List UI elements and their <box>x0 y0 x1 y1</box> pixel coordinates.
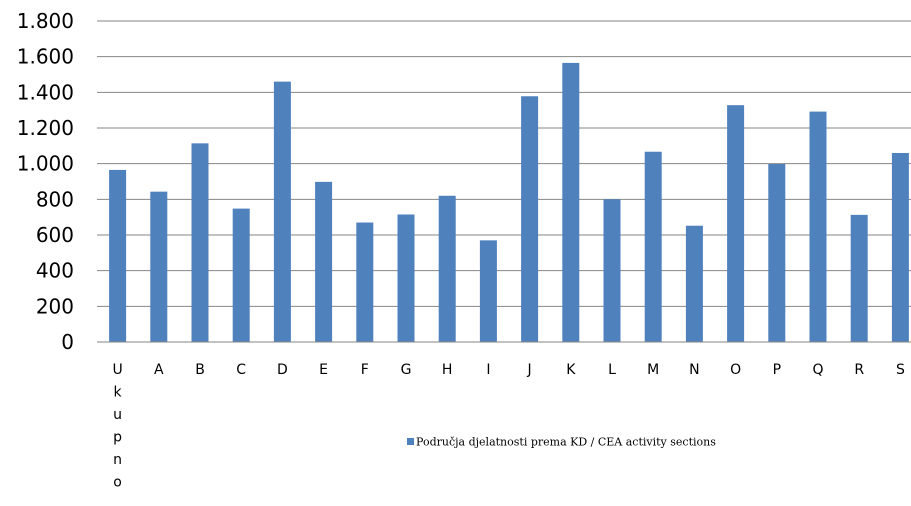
gridlines <box>97 20 911 307</box>
y-tick-label: 1.600 <box>17 45 74 69</box>
bar-n <box>685 225 703 342</box>
y-tick-label: 1.800 <box>17 9 74 33</box>
bar-j <box>521 96 539 342</box>
x-tick-label: D <box>277 362 288 378</box>
x-tick-label: I <box>486 362 490 378</box>
bar-h <box>438 195 456 342</box>
x-tick-label: M <box>647 362 659 378</box>
bar-c <box>232 208 250 342</box>
bar-f <box>356 222 374 342</box>
bar-l <box>603 199 621 342</box>
x-tick-label: C <box>236 362 246 378</box>
x-tick-label: A <box>154 362 164 378</box>
y-tick-label: 1.000 <box>17 152 74 176</box>
x-tick-label: H <box>442 362 453 378</box>
x-tick-label: E <box>319 362 328 378</box>
bar-s <box>891 152 909 342</box>
bar-p <box>768 164 786 342</box>
bar-b <box>191 143 209 342</box>
bar-o <box>727 105 745 342</box>
bar-series <box>109 62 909 343</box>
bar-g <box>397 214 415 342</box>
y-tick-label: 400 <box>36 259 74 283</box>
legend-label: Područja djelatnosti prema KD / CEA acti… <box>416 436 716 449</box>
y-tick-label: 600 <box>36 223 74 247</box>
bar-e <box>315 181 333 342</box>
legend-swatch <box>407 438 414 445</box>
bar-k <box>562 62 580 343</box>
bar-ukupno <box>109 169 127 342</box>
x-tick-label: Q <box>812 362 823 378</box>
bar-a <box>150 191 168 342</box>
bar-r <box>850 214 868 342</box>
bar-q <box>809 111 827 343</box>
x-tick-label: R <box>854 362 864 378</box>
x-tick-label: F <box>361 362 369 378</box>
x-tick-label: B <box>195 362 205 378</box>
x-tick-label: O <box>730 362 741 378</box>
y-tick-label: 1.200 <box>17 116 74 140</box>
x-tick-label: K <box>566 362 576 378</box>
y-axis-tick-labels: 0 200 400 600 800 1.000 1.200 1.400 1.600 1.800 <box>17 9 74 354</box>
y-tick-label: 800 <box>36 187 74 211</box>
bar-i <box>479 240 497 342</box>
y-tick-label: 200 <box>36 294 74 318</box>
legend: Područja djelatnosti prema KD / CEA acti… <box>407 436 716 449</box>
x-tick-label: G <box>401 362 412 378</box>
x-tick-label: P <box>773 362 781 378</box>
x-tick-label: N <box>689 362 699 378</box>
y-tick-label: 0 <box>61 330 74 354</box>
x-tick-label: L <box>608 362 616 378</box>
x-tick-label: S <box>896 362 905 378</box>
y-tick-label: 1.400 <box>17 80 74 104</box>
bar-m <box>644 151 662 342</box>
x-tick-label: J <box>527 362 532 378</box>
bar-d <box>273 81 291 342</box>
